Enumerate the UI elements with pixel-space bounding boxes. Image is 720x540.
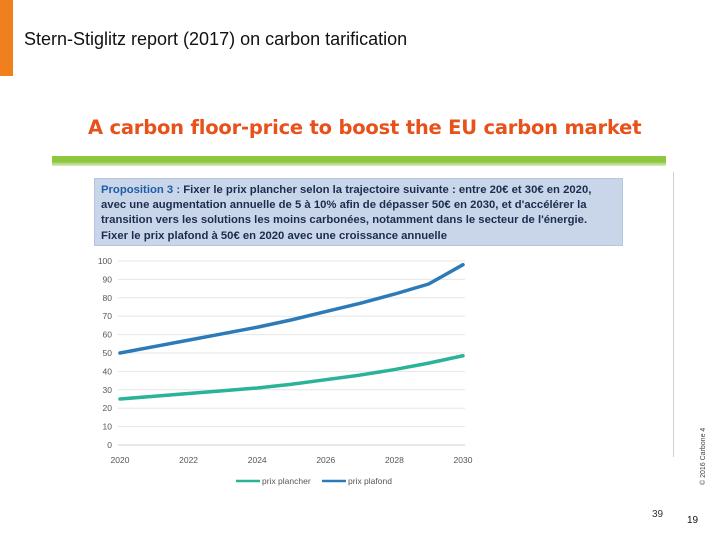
header-accent-bar xyxy=(0,0,13,76)
slide-page-number: 19 xyxy=(687,515,699,526)
y-tick-label: 50 xyxy=(103,348,113,358)
legend-label: prix plafond xyxy=(348,476,392,486)
page-title: Stern-Stiglitz report (2017) on carbon t… xyxy=(24,29,408,49)
y-tick-label: 40 xyxy=(103,366,113,376)
inner-page-number: 39 xyxy=(652,509,664,520)
x-tick-label: 2028 xyxy=(385,455,404,465)
heading-underline xyxy=(52,156,666,166)
y-tick-label: 90 xyxy=(103,274,113,284)
proposition-label: Proposition 3 : xyxy=(101,184,181,196)
x-tick-label: 2024 xyxy=(248,455,267,465)
x-tick-label: 2030 xyxy=(454,455,473,465)
y-tick-label: 70 xyxy=(103,311,113,321)
y-tick-label: 20 xyxy=(103,403,113,413)
y-tick-label: 60 xyxy=(103,330,113,340)
y-tick-label: 0 xyxy=(107,440,112,450)
side-divider xyxy=(673,172,674,457)
x-tick-label: 2020 xyxy=(111,455,130,465)
series-line xyxy=(118,354,465,401)
x-tick-label: 2026 xyxy=(316,455,335,465)
y-tick-label: 30 xyxy=(103,385,113,395)
slide-heading: A carbon floor-price to boost the EU car… xyxy=(88,116,642,139)
y-tick-label: 80 xyxy=(103,293,113,303)
proposition-text: Fixer le prix plancher selon la trajecto… xyxy=(101,184,592,242)
x-tick-label: 2022 xyxy=(179,455,198,465)
proposition-box: Proposition 3 : Fixer le prix plancher s… xyxy=(94,178,623,246)
series-line xyxy=(118,262,465,355)
y-tick-label: 100 xyxy=(98,256,112,266)
legend-label: prix plancher xyxy=(262,476,311,486)
y-tick-label: 10 xyxy=(103,422,113,432)
